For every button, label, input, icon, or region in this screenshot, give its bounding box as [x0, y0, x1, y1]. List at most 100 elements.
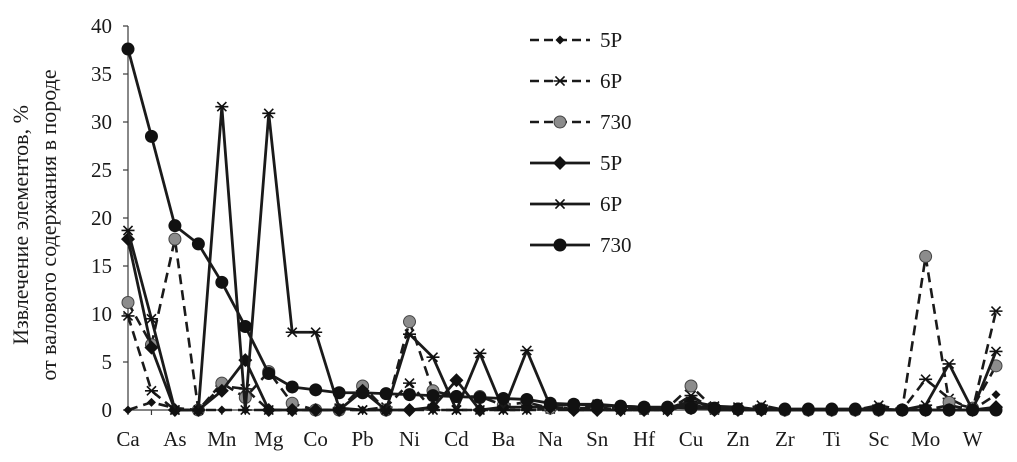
x-tick-label: Zn: [726, 427, 750, 451]
y-tick-label: 35: [91, 62, 112, 86]
data-point: [553, 156, 567, 170]
data-point: [553, 238, 567, 252]
data-point: [146, 397, 156, 407]
data-point: [614, 399, 628, 413]
data-point: [707, 401, 721, 415]
legend-label: 6P: [600, 69, 622, 93]
legend: 5P 6P 730 5P 6P 730: [530, 28, 632, 257]
data-point: [144, 129, 158, 143]
data-point: [403, 329, 417, 340]
series-3-dashed: [121, 232, 1003, 417]
y-tick-label: 20: [91, 206, 112, 230]
data-point: [217, 405, 227, 415]
y-axis-title-line-2: от валового содержания в породе: [36, 69, 61, 380]
data-point: [778, 402, 792, 416]
data-point: [403, 315, 417, 329]
series-6-solid: [121, 42, 1003, 417]
legend-label: 5P: [600, 28, 622, 52]
data-point: [261, 403, 276, 417]
data-point: [567, 397, 581, 411]
series-line: [126, 310, 998, 412]
y-axis-title-line-1: Извлечение элементов, %: [8, 105, 33, 345]
legend-item: 6P: [530, 69, 622, 93]
data-point: [332, 402, 346, 414]
data-point: [144, 313, 158, 324]
data-point: [919, 374, 933, 385]
x-tick-label: Ni: [399, 427, 420, 451]
data-point: [553, 75, 567, 87]
data-point: [379, 387, 393, 401]
data-point: [123, 405, 133, 415]
x-tick-label: Na: [538, 427, 563, 451]
data-point: [520, 392, 534, 406]
series-5-solid: [121, 101, 1003, 416]
x-tick-label: Mo: [911, 427, 940, 451]
data-point: [449, 404, 463, 416]
data-point: [991, 390, 1001, 400]
y-tick-label: 10: [91, 302, 112, 326]
data-point: [801, 402, 815, 416]
y-axis: 0 5 10 15 20 25 30 35 40: [91, 14, 129, 422]
data-point: [285, 380, 299, 394]
y-tick-label: 0: [102, 398, 113, 422]
data-point: [379, 404, 393, 416]
data-point: [637, 400, 651, 414]
data-point: [144, 340, 159, 355]
data-point: [473, 348, 487, 359]
data-point: [309, 383, 323, 397]
data-point: [825, 402, 839, 416]
data-point: [425, 400, 440, 415]
data-point: [895, 403, 909, 417]
data-point: [144, 385, 158, 396]
legend-label: 6P: [600, 192, 622, 216]
x-tick-label: Sc: [868, 427, 889, 451]
data-point: [285, 327, 299, 338]
x-tick-label: Ba: [492, 427, 516, 451]
data-point: [403, 388, 417, 402]
x-tick-label: Mg: [254, 427, 284, 451]
legend-item: 6P: [530, 192, 622, 216]
data-point: [308, 403, 323, 417]
data-point: [262, 367, 276, 381]
data-point: [168, 232, 182, 246]
data-point: [472, 403, 487, 417]
y-axis-title: Извлечение элементов, % от валового соде…: [8, 69, 61, 380]
data-point: [191, 404, 205, 416]
legend-label: 5P: [600, 151, 622, 175]
data-point: [989, 306, 1003, 317]
data-point: [402, 403, 417, 417]
data-point: [238, 319, 252, 333]
data-point: [731, 402, 745, 416]
data-point: [966, 403, 980, 417]
series-2-dashed: [121, 306, 1003, 416]
data-point: [942, 403, 956, 417]
data-point: [168, 219, 182, 233]
data-point: [942, 358, 956, 370]
data-point: [496, 391, 510, 405]
data-point: [449, 373, 464, 388]
x-tick-label: Mn: [207, 427, 237, 451]
x-tick-label: Hf: [633, 427, 655, 451]
data-point: [555, 35, 565, 45]
data-point: [919, 403, 933, 417]
x-tick-label: W: [963, 427, 983, 451]
x-tick-label: Pb: [352, 427, 374, 451]
data-point: [214, 383, 229, 398]
data-point: [238, 404, 252, 416]
data-point: [121, 42, 135, 56]
data-point: [543, 396, 557, 410]
data-point: [356, 386, 370, 400]
x-tick-label: Cu: [679, 427, 704, 451]
data-point: [426, 389, 440, 403]
data-point: [332, 403, 347, 417]
x-axis: Ca As Mn Mg Co Pb Ni Cd Ba Na Sn Hf Cu Zn Zr Ti Sc Mo W: [116, 409, 997, 451]
x-tick-label: Cd: [444, 427, 469, 451]
y-tick-label: 30: [91, 110, 112, 134]
data-point: [590, 398, 604, 412]
y-tick-label: 5: [102, 350, 113, 374]
series-layer: [121, 42, 1003, 417]
data-point: [872, 402, 886, 416]
data-point: [661, 400, 675, 414]
data-point: [332, 386, 346, 400]
